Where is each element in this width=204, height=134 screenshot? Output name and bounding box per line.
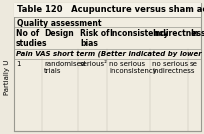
Text: Risk of
bias: Risk of bias	[80, 29, 110, 48]
Text: Table 120   Acupuncture versus sham acupuncture-H: Table 120 Acupuncture versus sham acupun…	[17, 5, 204, 14]
Text: Indirectness: Indirectness	[152, 29, 204, 38]
Text: No of
studies: No of studies	[16, 29, 48, 48]
Text: 1: 1	[16, 61, 20, 67]
Text: Pain VAS short term (Better indicated by lower values): Fi: Pain VAS short term (Better indicated by…	[16, 51, 204, 57]
Text: se: se	[190, 61, 198, 67]
Text: no serious
indirectness: no serious indirectness	[152, 61, 194, 74]
Text: no serious
inconsistency: no serious inconsistency	[109, 61, 157, 74]
Text: serious²: serious²	[80, 61, 108, 67]
Text: randomised
trials: randomised trials	[44, 61, 85, 74]
Text: In: In	[190, 29, 198, 38]
Text: Partially U: Partially U	[4, 59, 10, 95]
Text: Inconsistency: Inconsistency	[109, 29, 169, 38]
Text: Design: Design	[44, 29, 74, 38]
Bar	[14, 3, 201, 17]
Text: Quality assessment: Quality assessment	[17, 19, 102, 28]
